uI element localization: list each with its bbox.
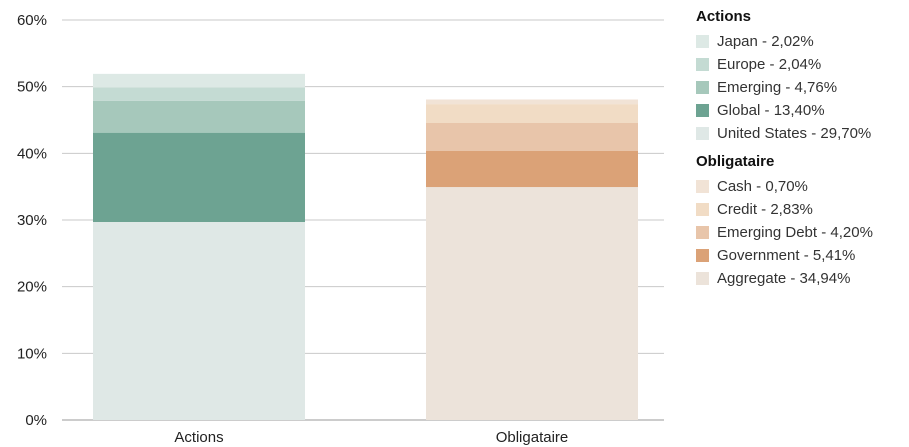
legend-item: Government - 5,41% bbox=[696, 244, 909, 267]
legend: Actions Japan - 2,02% Europe - 2,04% Emergi… bbox=[696, 6, 909, 296]
legend-swatch bbox=[696, 58, 709, 71]
legend-label: Credit - 2,83% bbox=[717, 201, 813, 218]
bar-segment bbox=[93, 132, 305, 222]
bar-segment bbox=[426, 151, 638, 188]
legend-swatch bbox=[696, 81, 709, 94]
bar-segment bbox=[426, 187, 638, 420]
legend-label: Government - 5,41% bbox=[717, 247, 856, 264]
legend-label: Aggregate - 34,94% bbox=[717, 270, 851, 287]
bar-segment bbox=[93, 87, 305, 101]
legend-swatch bbox=[696, 35, 709, 48]
legend-item: Japan - 2,02% bbox=[696, 30, 909, 53]
legend-item: Global - 13,40% bbox=[696, 99, 909, 122]
bars bbox=[93, 73, 638, 420]
legend-item: Emerging - 4,76% bbox=[696, 76, 909, 99]
legend-label: Global - 13,40% bbox=[717, 102, 825, 119]
legend-item: Europe - 2,04% bbox=[696, 53, 909, 76]
legend-swatch bbox=[696, 226, 709, 239]
bar-segment bbox=[93, 73, 305, 88]
legend-swatch bbox=[696, 180, 709, 193]
legend-swatch bbox=[696, 203, 709, 216]
x-tick-label: Obligataire bbox=[496, 429, 569, 446]
legend-swatch bbox=[696, 127, 709, 140]
y-tick-label: 30% bbox=[17, 212, 47, 229]
legend-label: Europe - 2,04% bbox=[717, 56, 822, 73]
legend-group-title: Obligataire bbox=[696, 153, 775, 170]
y-tick-label: 20% bbox=[17, 279, 47, 296]
y-tick-label: 0% bbox=[25, 412, 47, 429]
legend-swatch bbox=[696, 249, 709, 262]
legend-item: Emerging Debt - 4,20% bbox=[696, 221, 909, 244]
y-tick-label: 10% bbox=[17, 345, 47, 362]
bar-segment bbox=[93, 222, 305, 420]
legend-group: Obligataire Cash - 0,70% Credit - 2,83% Eme… bbox=[696, 151, 909, 290]
legend-item: Credit - 2,83% bbox=[696, 198, 909, 221]
y-axis: 0% 10% 20% 30% 40% 50% 60% bbox=[17, 12, 47, 429]
x-axis: Actions Obligataire bbox=[174, 429, 568, 446]
legend-label: United States - 29,70% bbox=[717, 125, 872, 142]
legend-label: Japan - 2,02% bbox=[717, 33, 814, 50]
legend-item: Aggregate - 34,94% bbox=[696, 267, 909, 290]
x-tick-label: Actions bbox=[174, 429, 223, 446]
bar-segment bbox=[93, 100, 305, 133]
stacked-bar-chart: 0% 10% 20% 30% 40% 50% 60% Actions Obligataire bbox=[17, 12, 664, 446]
legend-group: Actions Japan - 2,02% Europe - 2,04% Emergi… bbox=[696, 6, 909, 145]
legend-swatch bbox=[696, 104, 709, 117]
bar-segment bbox=[426, 99, 638, 105]
y-tick-label: 50% bbox=[17, 79, 47, 96]
legend-group-title: Actions bbox=[696, 8, 752, 25]
legend-label: Emerging - 4,76% bbox=[717, 79, 838, 96]
y-tick-label: 60% bbox=[17, 12, 47, 29]
legend-label: Emerging Debt - 4,20% bbox=[717, 224, 873, 241]
legend-label: Cash - 0,70% bbox=[717, 178, 808, 195]
legend-item: United States - 29,70% bbox=[696, 122, 909, 145]
bar-segment bbox=[426, 104, 638, 123]
bar-segment bbox=[426, 123, 638, 151]
legend-swatch bbox=[696, 272, 709, 285]
legend-item: Cash - 0,70% bbox=[696, 175, 909, 198]
y-tick-label: 40% bbox=[17, 145, 47, 162]
